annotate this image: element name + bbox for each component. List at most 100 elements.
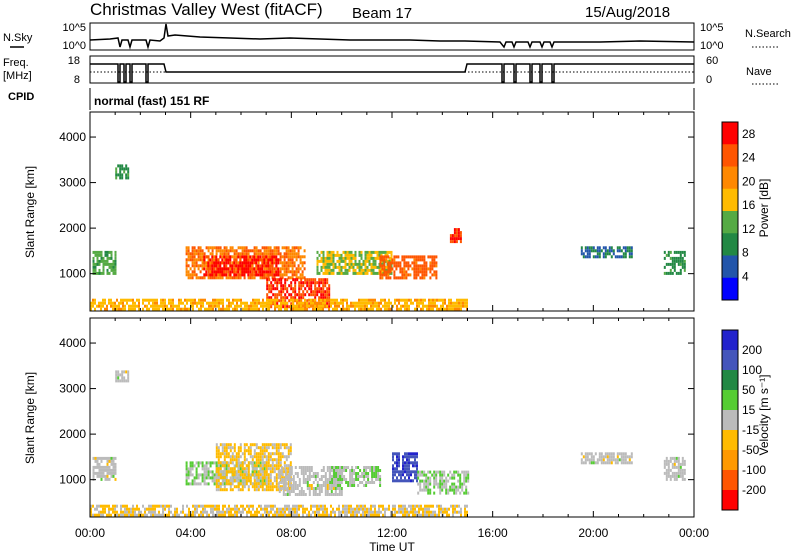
echo-pixel (406, 455, 408, 459)
echo-pixel (261, 488, 264, 492)
echo-pixel (197, 267, 200, 271)
echo-pixel (193, 270, 196, 274)
echo-pixel (267, 485, 270, 489)
echo-pixel (314, 281, 317, 285)
echo-pixel (322, 475, 325, 478)
echo-pixel (96, 507, 98, 511)
echo-pixel (363, 478, 366, 481)
echo-pixel (124, 513, 126, 517)
echo-pixel (232, 513, 234, 517)
echo-pixel (394, 452, 396, 456)
echo-pixel (185, 249, 188, 253)
echo-pixel (430, 298, 432, 302)
echo-pixel (164, 304, 166, 308)
echo-pixel (207, 276, 210, 280)
echo-pixel (424, 504, 426, 508)
echo-pixel (426, 507, 428, 511)
colorbar-frame (721, 121, 739, 301)
echo-pixel (225, 267, 228, 271)
echo-pixel (110, 474, 113, 478)
echo-pixel (364, 510, 366, 514)
echo-pixel (298, 293, 301, 297)
echo-pixel (284, 296, 287, 300)
echo-pixel (346, 510, 348, 514)
echo-pixel (239, 449, 242, 453)
echo-pixel (286, 487, 289, 490)
echo-pixel (277, 452, 280, 456)
echo-pixel (606, 252, 609, 256)
echo-pixel (318, 271, 321, 275)
echo-pixel (465, 491, 468, 495)
echo-pixel (291, 264, 294, 268)
echo-pixel (255, 446, 258, 450)
range-time-cell (115, 164, 130, 180)
echo-pixel (403, 273, 406, 277)
echo-pixel (211, 261, 214, 265)
echo-pixel (306, 299, 309, 303)
echo-pixel (96, 259, 99, 263)
echo-pixel (102, 256, 105, 260)
echo-pixel (187, 264, 190, 268)
echo-pixel (94, 265, 97, 269)
echo-pixel (281, 476, 284, 480)
echo-pixel (349, 478, 352, 481)
echo-pixel (614, 461, 617, 465)
echo-pixel (628, 458, 631, 462)
echo-pixel (280, 290, 283, 294)
echo-pixel (243, 449, 246, 453)
echo-pixel (189, 255, 192, 259)
echo-pixel (212, 507, 214, 511)
echo-pixel (269, 470, 272, 474)
echo-pixel (207, 249, 210, 253)
echo-pixel (162, 307, 164, 311)
echo-pixel (213, 482, 216, 486)
echo-pixel (600, 455, 603, 459)
x-tick-label: 00:00 (679, 526, 709, 540)
echo-pixel (248, 510, 250, 514)
echo-pixel (123, 167, 126, 171)
echo-pixel (230, 507, 232, 511)
echo-pixel (351, 475, 354, 478)
echo-pixel (225, 470, 228, 474)
echo-pixel (427, 491, 430, 495)
echo-pixel (218, 513, 220, 517)
echo-pixel (193, 258, 196, 262)
echo-pixel (354, 304, 356, 308)
echo-pixel (350, 301, 352, 305)
echo-pixel (284, 281, 287, 285)
echo-pixel (408, 304, 410, 308)
echo-pixel (423, 488, 426, 492)
echo-pixel (404, 464, 406, 468)
echo-pixel (268, 290, 271, 294)
echo-pixel (584, 255, 587, 259)
echo-pixel (444, 307, 446, 311)
echo-pixel (396, 467, 398, 471)
echo-pixel (220, 513, 222, 517)
echo-pixel (194, 507, 196, 511)
echo-pixel (277, 485, 280, 489)
echo-pixel (251, 261, 254, 265)
echo-pixel (310, 281, 313, 285)
echo-pixel (273, 273, 276, 277)
echo-pixel (215, 467, 218, 471)
echo-pixel (357, 466, 360, 469)
echo-pixel (602, 458, 605, 462)
echo-pixel (423, 267, 426, 271)
echo-pixel (671, 259, 674, 263)
echo-pixel (334, 487, 337, 490)
echo-pixel (433, 482, 436, 486)
echo-pixel (316, 259, 319, 263)
echo-pixel (96, 304, 98, 308)
echo-pixel (275, 267, 278, 271)
echo-pixel (247, 449, 250, 453)
echo-pixel (277, 252, 280, 256)
echo-pixel (211, 461, 214, 465)
echo-pixel (396, 510, 398, 514)
echo-pixel (448, 304, 450, 308)
echo-pixel (384, 510, 386, 514)
echo-pixel (383, 255, 386, 259)
echo-pixel (209, 258, 212, 262)
echo-pixel (368, 301, 370, 305)
echo-pixel (406, 464, 408, 468)
echo-pixel (318, 510, 320, 514)
